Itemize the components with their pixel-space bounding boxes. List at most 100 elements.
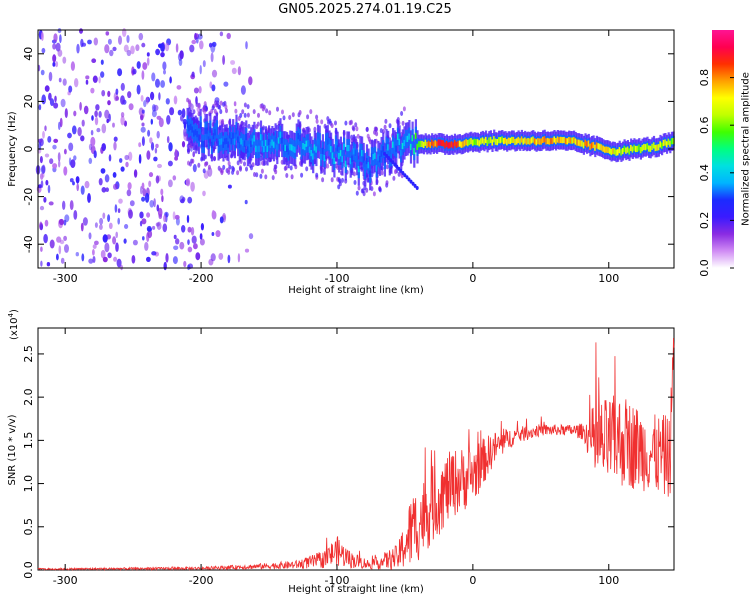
spectrogram-cell: [239, 113, 243, 118]
spectrogram-cell: [106, 118, 109, 124]
spectrogram-cell: [290, 174, 294, 180]
spectrogram-cell: [402, 106, 406, 112]
spectrogram-cell: [140, 114, 144, 121]
spectrogram-cell: [421, 140, 424, 148]
spectrogram-cell: [478, 140, 481, 147]
spectrogram-cell: [300, 172, 304, 178]
spectrogram-cell: [620, 149, 623, 156]
spectrogram-cell: [337, 177, 341, 183]
snr-x-ticks: -300 -200 -100 0 100: [53, 328, 619, 587]
spectrogram-cell: [507, 137, 510, 144]
spectrogram-cell: [264, 174, 268, 180]
spectrogram-cell: [528, 138, 532, 145]
spectrogram-cell: [248, 233, 254, 240]
spectrogram-cell: [141, 42, 146, 48]
spectrogram-cell: [87, 193, 91, 203]
spectrogram-cell: [95, 104, 100, 111]
spectrogram-cell: [339, 150, 342, 157]
spectrogram-cell: [488, 137, 491, 144]
spectrogram-cell: [476, 139, 479, 146]
spectrogram-cell: [519, 138, 522, 145]
colorbar-tick-label: 0.2: [698, 212, 711, 230]
spectrogram-cell: [450, 141, 453, 148]
spectrogram-cell: [444, 142, 447, 149]
spectrogram-cell: [43, 233, 48, 244]
spectrogram-cell: [344, 160, 347, 167]
spectrogram-cell: [374, 126, 378, 132]
spectrogram-cell: [104, 174, 110, 183]
spectrogram-cell: [276, 144, 279, 151]
spectrogram-cell: [169, 76, 172, 84]
spectrogram-cell: [546, 137, 550, 145]
spectrogram-cell: [172, 256, 178, 265]
spectrogram-cell: [217, 140, 220, 147]
spectrogram-cell: [405, 136, 408, 143]
spectrogram-cell: [188, 125, 191, 132]
spectrogram-cell: [245, 133, 248, 141]
spectrogram-cell: [70, 61, 75, 71]
spectrogram-cell: [320, 154, 323, 161]
spectrogram-cell: [255, 172, 259, 178]
spectrogram-cell: [68, 142, 74, 152]
spectrogram-cell: [160, 80, 166, 88]
spectrogram-cell: [130, 45, 135, 55]
snr-series-line: [37, 338, 675, 572]
spectrogram-cell: [187, 226, 192, 233]
spectrogram-cell: [46, 262, 51, 267]
spectrogram-cell: [607, 146, 610, 153]
spectrogram-cell: [108, 222, 113, 229]
spectrogram-cell: [504, 137, 507, 144]
spectrogram-cell: [506, 139, 509, 146]
spectrogram-cell: [571, 137, 574, 144]
spectrogram-cell: [104, 44, 110, 54]
spectrogram-cell: [185, 178, 191, 187]
spectrogram-cell: [52, 62, 56, 67]
spectrogram-cell: [648, 145, 651, 152]
spectrogram-cell: [168, 142, 173, 152]
spectrogram-cell: [160, 42, 165, 53]
spectrogram-cell: [305, 166, 309, 172]
spectrogram-cell: [81, 119, 85, 127]
spectrogram-cell: [146, 212, 151, 218]
spectrogram-cell: [151, 109, 157, 118]
spectrogram-cell: [590, 142, 594, 149]
spectrogram-cell: [128, 103, 134, 111]
spectrogram-cell: [427, 140, 430, 147]
spectrogram-cell: [113, 136, 118, 142]
spectrogram-cell: [58, 121, 61, 131]
spectrogram-cell: [40, 260, 43, 267]
spectrogram-cell: [55, 42, 61, 52]
spectrogram-cell: [107, 214, 111, 223]
spectrogram-cell: [589, 143, 592, 150]
spectrogram-cell: [204, 127, 207, 134]
spectrogram-cell: [153, 198, 156, 208]
spectrogram-cell: [399, 168, 403, 173]
spectrogram-cell: [68, 157, 72, 166]
spectrogram-cell: [206, 127, 209, 134]
spectrogram-cell: [305, 140, 308, 147]
spectrogram-cell: [150, 118, 153, 125]
spectrogram-cell: [217, 104, 221, 110]
spectrogram-cell: [365, 157, 369, 165]
spectrogram-cell: [118, 198, 123, 204]
spectrogram-cell: [283, 166, 287, 171]
spectrogram-cell: [225, 108, 228, 114]
spectrogram-cell: [141, 70, 145, 80]
spectrogram-cell: [236, 160, 240, 166]
spectrogram-cell: [654, 144, 657, 152]
spectrogram-cell: [119, 158, 123, 163]
spectrogram-cell: [662, 139, 665, 147]
colorbar-tick-label: 0.0: [698, 259, 711, 277]
spectrogram-cell: [99, 224, 103, 230]
spectrogram-cell: [211, 209, 216, 218]
spectrogram-cell: [73, 210, 78, 220]
spectrogram-cell: [385, 142, 388, 149]
spectrogram-cell: [221, 118, 225, 124]
spectrogram-cell: [102, 212, 106, 219]
spectrogram-cell: [114, 204, 118, 213]
snr-x-tick-label: -300: [53, 574, 78, 587]
spectrogram-cell: [64, 108, 68, 119]
spectrogram-cell: [194, 129, 197, 136]
spectrogram-cell: [162, 61, 167, 71]
spectrogram-cell: [378, 187, 382, 193]
